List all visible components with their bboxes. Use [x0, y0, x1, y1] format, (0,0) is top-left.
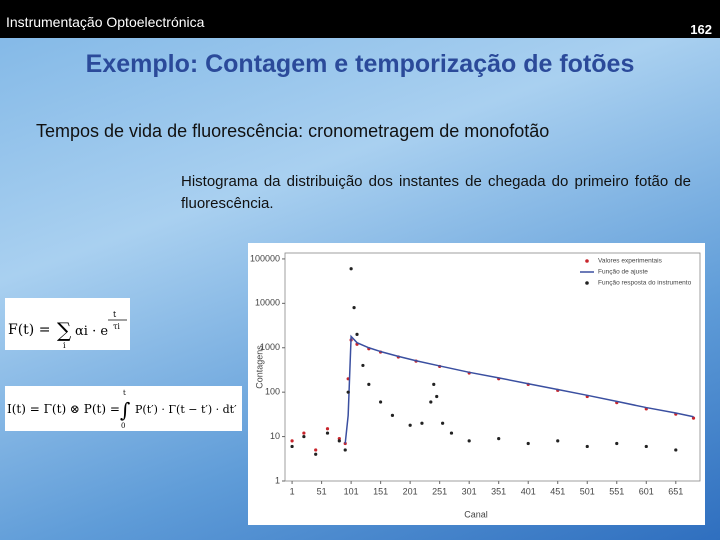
data-point: [390, 413, 395, 417]
x-tick-label: 651: [668, 486, 683, 496]
data-point: [290, 439, 294, 443]
x-tick-label: 1: [290, 486, 295, 496]
data-point: [674, 448, 678, 452]
data-point: [302, 431, 306, 435]
fit-line: [344, 334, 694, 444]
y-tick-label: 1: [275, 475, 280, 485]
slide-title: Exemplo: Contagem e temporização de fotõ…: [85, 50, 635, 78]
data-point: [408, 423, 412, 427]
y-tick-label: 100000: [250, 253, 280, 263]
legend-label: Função resposta do instrumento: [598, 280, 692, 287]
data-point: [352, 306, 356, 310]
y-tick-label: 1000: [260, 342, 280, 352]
data-point: [355, 332, 359, 336]
x-tick-label: 151: [373, 486, 388, 496]
data-point: [302, 434, 306, 439]
data-point: [314, 452, 318, 456]
legend-label: Função de ajuste: [598, 269, 648, 276]
page-number: 162: [690, 22, 712, 37]
x-tick-label: 201: [403, 486, 418, 496]
course-name: Instrumentação Optoelectrónica: [6, 14, 205, 30]
equation-part: ∫: [120, 398, 130, 422]
header-bar: Instrumentação Optoelectrónica 162: [0, 0, 720, 38]
x-axis-label: Canal: [464, 509, 488, 519]
equation: F(t) = ∑ i αi · e t τi: [5, 298, 130, 350]
x-tick-label: 51: [317, 486, 327, 496]
x-tick-label: 351: [491, 486, 506, 496]
data-point: [337, 439, 341, 443]
data-point: [429, 400, 433, 404]
data-point: [346, 390, 350, 394]
x-tick-label: 451: [550, 486, 565, 496]
x-tick-label: 251: [432, 486, 447, 496]
data-point: [325, 427, 330, 431]
data-point: [361, 363, 365, 368]
data-point: [367, 382, 371, 386]
equation: I(t) = Γ(t) ⊗ P(t) = ∫ t 0 P(t′) · Γ(t −…: [5, 386, 242, 431]
data-point: [449, 431, 454, 435]
subtitle: Tempos de vida de fluorescência: cronome…: [36, 121, 550, 141]
equation-part: P(t′) · Γ(t − t′) · dt′: [135, 403, 237, 416]
caption: Histograma da distribuição dos instantes…: [181, 173, 691, 212]
y-axis-label: Contagens: [254, 345, 264, 389]
equation-part: F(t) =: [8, 322, 50, 338]
data-point: [343, 448, 347, 452]
legend-label: Valores experimentais: [598, 258, 663, 265]
legend-swatch: [585, 259, 589, 263]
data-point: [325, 431, 330, 435]
x-tick-label: 401: [521, 486, 536, 496]
data-point: [441, 421, 445, 425]
equation-part: ∑: [57, 318, 72, 342]
data-point: [526, 441, 530, 446]
x-tick-label: 551: [609, 486, 624, 496]
x-tick-label: 101: [344, 486, 359, 496]
data-point: [497, 437, 501, 441]
data-point: [615, 441, 619, 446]
data-point: [420, 421, 424, 425]
data-point: [379, 400, 383, 404]
x-tick-label: 601: [639, 486, 654, 496]
data-point: [432, 382, 436, 386]
data-point: [691, 416, 696, 420]
y-tick-label: 10: [270, 431, 280, 441]
x-tick-label: 501: [580, 486, 595, 496]
data-point: [349, 267, 353, 271]
data-point: [556, 439, 560, 443]
equation-part: 0: [121, 422, 125, 430]
chart-panel: Canal Contagens 1 10 100 1000 10000 100000 1 51…: [248, 243, 705, 525]
equation-part: i: [63, 341, 66, 350]
data-point: [314, 448, 318, 452]
plot-frame: [284, 252, 701, 482]
equation-part: t: [123, 389, 126, 397]
data-point: [467, 439, 471, 443]
equation-part: t: [113, 310, 117, 319]
data-point: [585, 444, 589, 449]
equation-part: I(t) = Γ(t) ⊗ P(t) =: [7, 402, 120, 416]
data-point: [435, 394, 439, 399]
y-tick-label: 100: [265, 387, 280, 397]
data-point: [290, 444, 294, 449]
equation-part: αi · e: [75, 324, 108, 339]
data-point: [337, 437, 341, 441]
x-tick-label: 301: [462, 486, 477, 496]
y-tick-label: 10000: [255, 298, 280, 308]
legend-swatch: [585, 281, 589, 285]
data-point: [644, 444, 648, 449]
equation-part: τi: [113, 322, 120, 331]
